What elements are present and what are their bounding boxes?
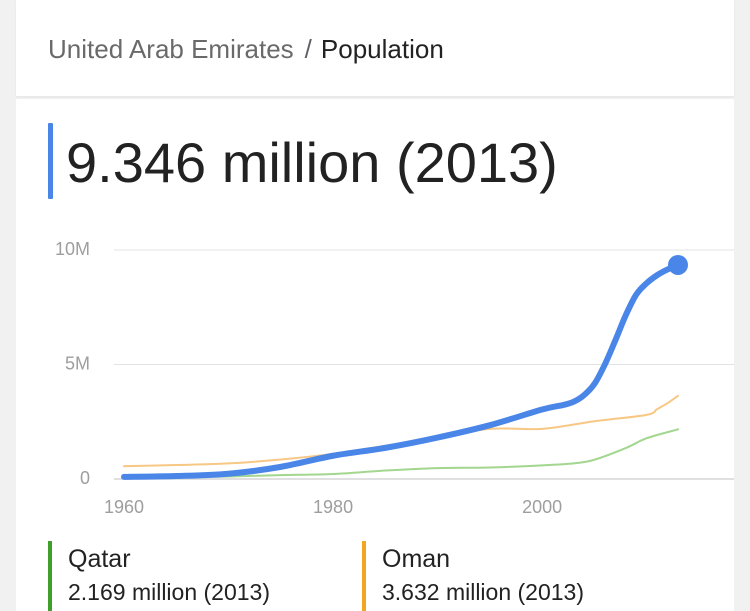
- comparison-oman[interactable]: Oman 3.632 million (2013): [362, 541, 662, 611]
- comparison-oman-color-bar: [362, 541, 366, 611]
- comparison-qatar-value: 2.169 million (2013): [68, 579, 271, 605]
- y-tick-label: 5M: [65, 354, 90, 374]
- population-line-chart: 0 5M 10M 1960 1980 2000: [55, 239, 734, 517]
- headline-accent-bar: [48, 123, 53, 199]
- breadcrumb-card: United Arab Emirates / Population: [16, 0, 734, 96]
- population-chart[interactable]: 0 5M 10M 1960 1980 2000: [16, 217, 734, 517]
- comparison-list: Qatar 2.169 million (2013) Oman 3.632 mi…: [48, 541, 708, 611]
- comparison-oman-name: Oman: [382, 545, 451, 573]
- population-headline: 9.346 million (2013): [48, 123, 688, 199]
- comparison-qatar-color-bar: [48, 541, 52, 611]
- y-tick-label: 10M: [55, 239, 90, 259]
- y-tick-label: 0: [80, 468, 90, 488]
- breadcrumb-country[interactable]: United Arab Emirates: [48, 34, 294, 64]
- series-end-marker[interactable]: [668, 254, 688, 275]
- population-value: 9.346 million (2013): [66, 131, 558, 194]
- population-card: 9.346 million (2013) 0 5M 10M 1960 1980 2000 …: [16, 99, 734, 611]
- comparison-qatar-name: Qatar: [68, 545, 131, 573]
- series-line[interactable]: [123, 428, 679, 479]
- series-line[interactable]: [123, 394, 679, 468]
- comparison-qatar[interactable]: Qatar 2.169 million (2013): [48, 541, 348, 611]
- breadcrumb: United Arab Emirates / Population: [48, 33, 444, 65]
- x-tick-label: 2000: [522, 497, 562, 517]
- x-tick-label: 1980: [313, 497, 353, 517]
- comparison-oman-value: 3.632 million (2013): [382, 579, 585, 605]
- breadcrumb-current-topic: Population: [320, 34, 444, 64]
- breadcrumb-separator: /: [304, 34, 312, 64]
- x-tick-label: 1960: [104, 497, 144, 517]
- series-line[interactable]: [121, 261, 681, 480]
